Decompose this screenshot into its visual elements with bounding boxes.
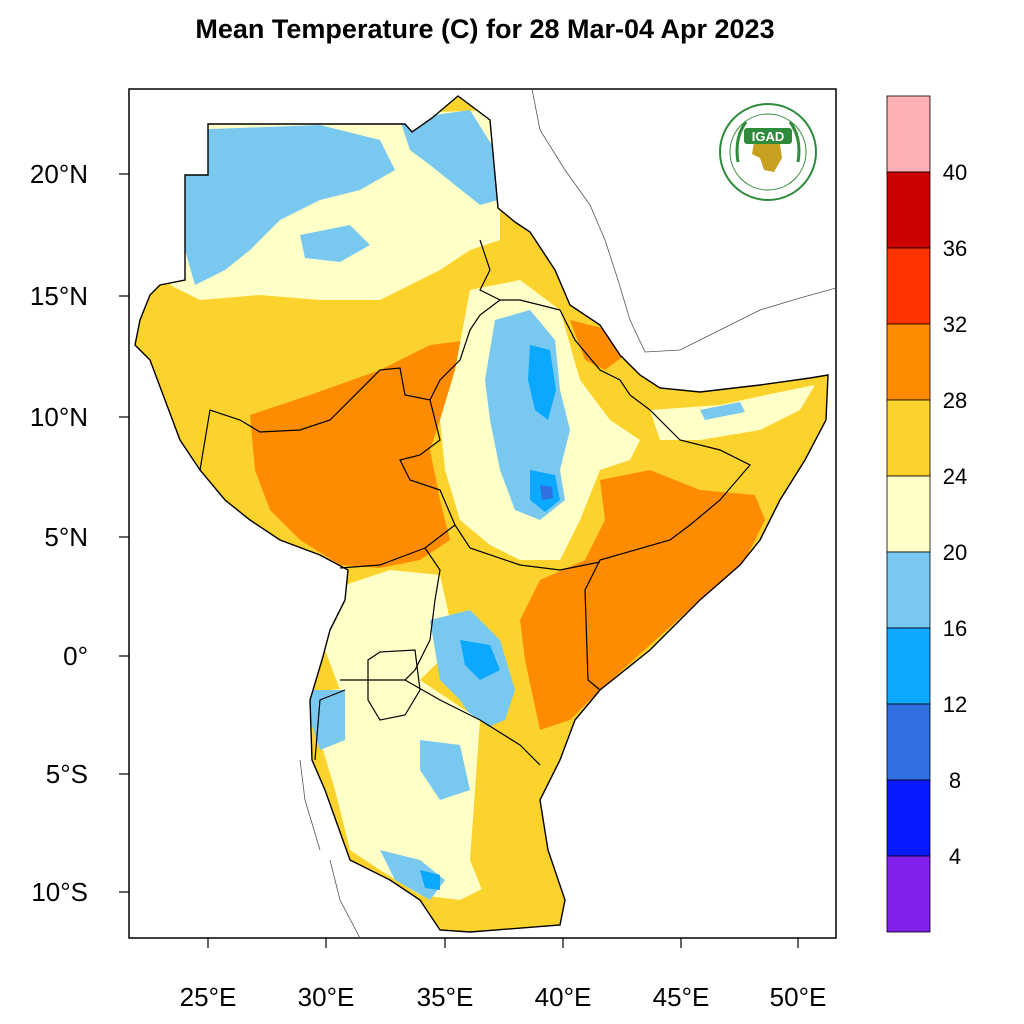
igad-logo: IGAD xyxy=(719,103,817,201)
colorbar-box xyxy=(886,551,931,629)
colorbar: 40 36 32 28 24 20 16 12 8 4 xyxy=(886,95,967,933)
longitude-labels: 25°E 30°E 35°E 40°E 45°E 50°E xyxy=(180,982,827,1012)
colorbar-box xyxy=(886,627,931,705)
lon-tick-label: 25°E xyxy=(180,982,237,1012)
colorbar-label: 36 xyxy=(943,236,967,261)
colorbar-label: 20 xyxy=(943,540,967,565)
colorbar-label: 40 xyxy=(943,160,967,185)
colorbar-label: 12 xyxy=(943,692,967,717)
lon-tick-label: 40°E xyxy=(535,982,592,1012)
colorbar-box xyxy=(886,703,931,781)
coastline xyxy=(134,95,829,933)
lat-tick-label: 20°N xyxy=(30,159,88,189)
country-borders xyxy=(199,239,751,766)
colorbar-box xyxy=(886,95,931,173)
colorbar-label: 16 xyxy=(943,616,967,641)
colorbar-label: 4 xyxy=(949,844,961,869)
lat-tick-label: 10°S xyxy=(31,877,88,907)
neighbor-coastlines xyxy=(299,89,836,938)
lon-tick-label: 45°E xyxy=(653,982,710,1012)
lat-tick-label: 0° xyxy=(63,641,88,671)
lon-tick-label: 35°E xyxy=(417,982,474,1012)
colorbar-box xyxy=(886,475,931,553)
colorbar-box xyxy=(886,779,931,857)
logo-text: IGAD xyxy=(752,129,785,144)
colorbar-box xyxy=(886,399,931,477)
lat-tick-label: 5°S xyxy=(46,759,88,789)
colorbar-label: 8 xyxy=(949,768,961,793)
colorbar-box xyxy=(886,171,931,249)
colorbar-label: 24 xyxy=(943,464,967,489)
lon-tick-label: 30°E xyxy=(298,982,355,1012)
latitude-labels: 20°N 15°N 10°N 5°N 0° 5°S 10°S xyxy=(30,159,88,907)
colorbar-label: 32 xyxy=(943,312,967,337)
lon-tick-label: 50°E xyxy=(770,982,827,1012)
colorbar-label: 28 xyxy=(943,388,967,413)
map-title: Mean Temperature (C) for 28 Mar-04 Apr 2… xyxy=(195,14,775,44)
axis-ticks xyxy=(119,173,799,948)
colorbar-box xyxy=(886,855,931,933)
colorbar-box xyxy=(886,323,931,401)
lat-tick-label: 10°N xyxy=(30,402,88,432)
colorbar-box xyxy=(886,247,931,325)
lat-tick-label: 15°N xyxy=(30,281,88,311)
lat-tick-label: 5°N xyxy=(44,522,88,552)
